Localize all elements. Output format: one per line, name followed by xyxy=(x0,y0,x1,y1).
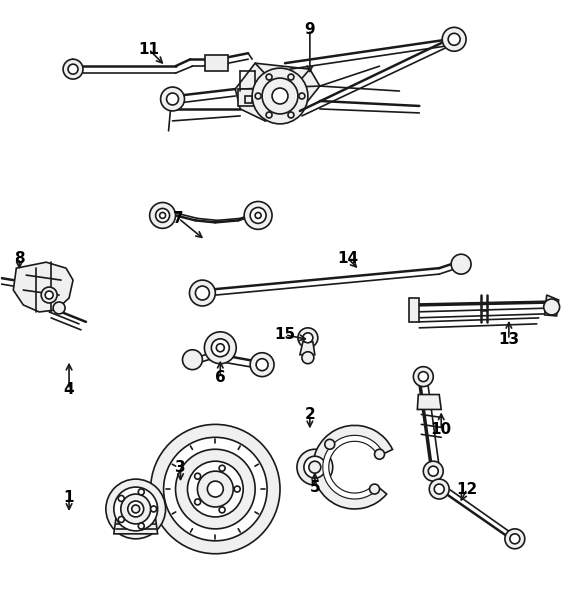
Circle shape xyxy=(413,367,433,386)
Circle shape xyxy=(325,439,335,449)
Polygon shape xyxy=(417,395,441,409)
Circle shape xyxy=(374,449,385,459)
Circle shape xyxy=(118,517,124,523)
Circle shape xyxy=(442,28,466,51)
Circle shape xyxy=(244,202,272,229)
Circle shape xyxy=(196,286,209,300)
Polygon shape xyxy=(14,262,73,312)
Circle shape xyxy=(45,291,53,299)
Circle shape xyxy=(197,471,233,507)
Circle shape xyxy=(429,479,449,499)
Circle shape xyxy=(68,64,78,74)
Circle shape xyxy=(428,466,438,476)
Circle shape xyxy=(195,473,201,479)
Circle shape xyxy=(448,34,460,45)
Circle shape xyxy=(252,68,308,124)
Circle shape xyxy=(302,352,314,364)
Circle shape xyxy=(234,486,240,492)
Circle shape xyxy=(106,479,166,539)
Circle shape xyxy=(128,501,144,517)
Polygon shape xyxy=(245,96,252,103)
Circle shape xyxy=(219,465,225,471)
Circle shape xyxy=(212,339,229,357)
Circle shape xyxy=(418,371,428,382)
Text: 8: 8 xyxy=(14,251,25,266)
Circle shape xyxy=(151,506,157,512)
Circle shape xyxy=(303,333,313,343)
Circle shape xyxy=(288,74,294,80)
Text: 6: 6 xyxy=(215,370,226,385)
Circle shape xyxy=(160,212,166,218)
Circle shape xyxy=(505,529,525,549)
Circle shape xyxy=(121,494,151,524)
Circle shape xyxy=(217,344,224,352)
Circle shape xyxy=(41,287,57,303)
Circle shape xyxy=(166,93,179,105)
Circle shape xyxy=(299,93,305,99)
Polygon shape xyxy=(409,298,419,322)
Text: 10: 10 xyxy=(431,422,452,437)
Polygon shape xyxy=(235,63,320,121)
Circle shape xyxy=(118,496,124,502)
Circle shape xyxy=(138,523,144,529)
Circle shape xyxy=(288,112,294,118)
Circle shape xyxy=(451,254,471,274)
Circle shape xyxy=(510,534,520,544)
Circle shape xyxy=(138,489,144,495)
Polygon shape xyxy=(545,295,558,316)
Wedge shape xyxy=(323,436,382,499)
Circle shape xyxy=(175,449,255,529)
Circle shape xyxy=(369,484,380,494)
Circle shape xyxy=(151,424,280,554)
Polygon shape xyxy=(205,55,228,71)
Circle shape xyxy=(132,505,140,513)
Circle shape xyxy=(309,461,321,473)
Text: 13: 13 xyxy=(499,332,519,347)
Circle shape xyxy=(262,78,298,114)
Text: 3: 3 xyxy=(175,460,186,475)
Text: 14: 14 xyxy=(337,251,358,266)
Circle shape xyxy=(434,484,444,494)
Circle shape xyxy=(266,74,272,80)
Circle shape xyxy=(114,487,157,531)
Circle shape xyxy=(204,332,236,364)
Text: 4: 4 xyxy=(64,382,74,397)
Circle shape xyxy=(219,507,225,513)
Polygon shape xyxy=(300,342,315,355)
Circle shape xyxy=(424,461,443,481)
Circle shape xyxy=(266,112,272,118)
Circle shape xyxy=(161,87,184,111)
Circle shape xyxy=(63,59,83,79)
Text: 9: 9 xyxy=(305,22,315,37)
Text: 2: 2 xyxy=(305,407,315,422)
Text: 11: 11 xyxy=(138,42,159,57)
Circle shape xyxy=(250,353,274,377)
Circle shape xyxy=(156,208,170,223)
Text: 12: 12 xyxy=(456,482,478,497)
Polygon shape xyxy=(238,89,255,106)
Circle shape xyxy=(297,449,333,485)
Circle shape xyxy=(164,437,267,541)
Text: 5: 5 xyxy=(310,479,320,494)
Circle shape xyxy=(53,302,65,314)
Circle shape xyxy=(272,88,288,104)
Circle shape xyxy=(304,456,326,478)
Text: 15: 15 xyxy=(275,328,296,343)
Circle shape xyxy=(250,208,266,223)
Circle shape xyxy=(255,93,261,99)
Circle shape xyxy=(255,212,261,218)
Circle shape xyxy=(256,359,268,371)
Circle shape xyxy=(544,299,559,315)
Circle shape xyxy=(195,499,201,505)
Text: 1: 1 xyxy=(64,490,74,505)
Circle shape xyxy=(190,280,215,306)
Circle shape xyxy=(149,202,175,229)
Wedge shape xyxy=(313,425,393,509)
Circle shape xyxy=(208,481,223,497)
Circle shape xyxy=(187,461,243,517)
Polygon shape xyxy=(114,519,157,534)
Text: 7: 7 xyxy=(173,211,184,226)
Circle shape xyxy=(298,328,318,348)
Circle shape xyxy=(183,350,202,370)
